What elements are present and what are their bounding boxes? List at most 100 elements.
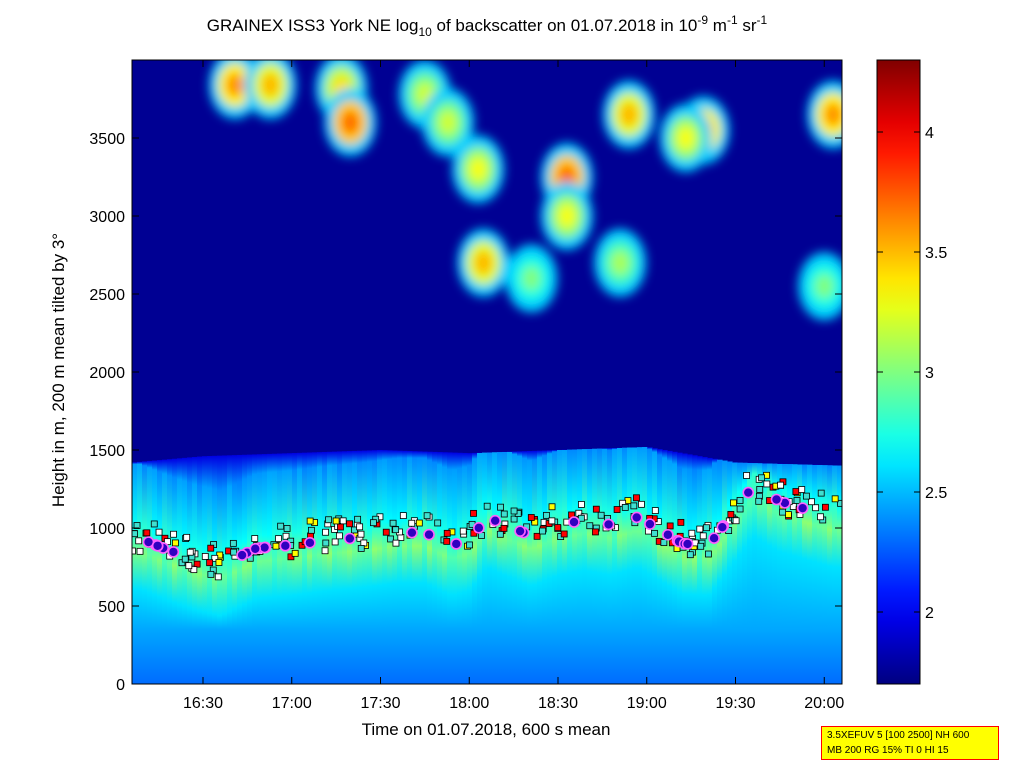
- backscatter-column: [672, 451, 678, 684]
- backscatter-column: [362, 450, 368, 684]
- backscatter-column: [327, 451, 333, 684]
- detection-marker: [527, 514, 535, 521]
- backscatter-column: [267, 453, 273, 684]
- backscatter-column: [692, 455, 698, 684]
- x-tick-label: 17:30: [360, 695, 400, 712]
- detection-marker: [459, 527, 467, 535]
- backscatter-column: [597, 448, 603, 684]
- mixing-layer-marker: [708, 532, 720, 544]
- backscatter-column: [502, 451, 508, 684]
- mixing-layer-marker: [681, 538, 694, 550]
- backscatter-column: [747, 462, 753, 684]
- detection-marker: [392, 526, 400, 534]
- detection-marker: [392, 539, 400, 547]
- backscatter-column: [197, 456, 203, 684]
- cloud-patch-core: [824, 102, 842, 127]
- detection-marker: [336, 532, 343, 540]
- detection-marker: [756, 486, 764, 493]
- backscatter-column: [547, 450, 553, 684]
- backscatter-column: [382, 450, 388, 684]
- backscatter-column: [712, 458, 718, 684]
- backscatter-column: [772, 463, 778, 684]
- detection-marker: [613, 506, 621, 513]
- backscatter-column: [522, 451, 528, 684]
- detection-marker: [736, 505, 744, 513]
- backscatter-column: [727, 461, 733, 684]
- backscatter-column: [602, 448, 608, 684]
- backscatter-column: [657, 449, 663, 684]
- backscatter-column: [177, 458, 183, 684]
- colorbar-tick-label: 3.5: [925, 245, 947, 262]
- detection-marker: [251, 535, 259, 542]
- cloud-patch-core: [611, 250, 630, 275]
- backscatter-column: [732, 462, 738, 684]
- cloud-patch-core: [474, 250, 493, 275]
- backscatter-column: [762, 463, 768, 684]
- detection-marker: [539, 527, 546, 535]
- detection-marker: [777, 481, 784, 489]
- detection-marker: [697, 542, 705, 550]
- backscatter-column: [517, 451, 523, 684]
- detection-marker: [132, 530, 138, 538]
- backscatter-column: [617, 447, 623, 684]
- detection-marker: [215, 559, 223, 566]
- x-tick-label: 19:00: [627, 695, 667, 712]
- detection-marker: [282, 532, 290, 540]
- backscatter-column: [142, 461, 148, 684]
- backscatter-column: [507, 451, 513, 684]
- detection-marker: [322, 539, 330, 547]
- detection-marker: [337, 523, 344, 531]
- backscatter-column: [717, 459, 723, 684]
- x-tick-label: 18:00: [449, 695, 489, 712]
- backscatter-column: [462, 452, 468, 684]
- detection-marker: [543, 511, 550, 519]
- detection-marker: [592, 505, 600, 513]
- backscatter-column: [347, 451, 353, 684]
- detection-marker: [812, 504, 820, 512]
- detection-marker: [822, 503, 829, 511]
- detection-marker: [533, 532, 541, 540]
- backscatter-column: [427, 451, 433, 684]
- detection-marker: [792, 488, 800, 495]
- backscatter-column: [252, 454, 258, 684]
- detection-marker: [831, 495, 839, 503]
- detection-marker: [633, 494, 640, 502]
- backscatter-column: [802, 464, 808, 684]
- detection-marker: [817, 513, 824, 521]
- backscatter-column: [567, 449, 573, 684]
- backscatter-column: [682, 453, 688, 684]
- backscatter-column: [242, 454, 248, 684]
- backscatter-column: [562, 449, 568, 684]
- detection-marker: [370, 519, 377, 527]
- backscatter-column: [457, 452, 463, 684]
- cloud-patch-core: [438, 110, 457, 135]
- cloud-patch-core: [676, 126, 695, 150]
- backscatter-column: [542, 450, 548, 684]
- detection-marker: [808, 498, 815, 506]
- detection-marker: [183, 533, 191, 541]
- backscatter-column: [387, 450, 393, 684]
- detection-marker: [732, 517, 740, 525]
- backscatter-column: [367, 450, 373, 684]
- backscatter-column: [527, 451, 533, 684]
- backscatter-column: [277, 453, 283, 684]
- detection-marker: [510, 507, 518, 515]
- backscatter-column: [767, 463, 773, 684]
- colorbar-tick-label: 2: [925, 605, 934, 622]
- plot-area: [132, 60, 842, 684]
- chart-title: GRAINEX ISS3 York NE log10 of backscatte…: [207, 13, 768, 39]
- detection-marker: [686, 551, 694, 559]
- detection-marker: [802, 492, 810, 500]
- backscatter-column: [752, 463, 758, 684]
- backscatter-column: [172, 458, 178, 684]
- backscatter-column: [352, 450, 358, 684]
- mixing-layer-marker: [770, 493, 783, 506]
- detection-marker: [291, 549, 299, 557]
- backscatter-column: [757, 463, 763, 684]
- detection-marker: [143, 529, 151, 537]
- detection-marker: [275, 535, 282, 543]
- y-tick-label: 2500: [89, 287, 125, 304]
- detection-marker: [470, 509, 477, 517]
- backscatter-column: [797, 464, 803, 684]
